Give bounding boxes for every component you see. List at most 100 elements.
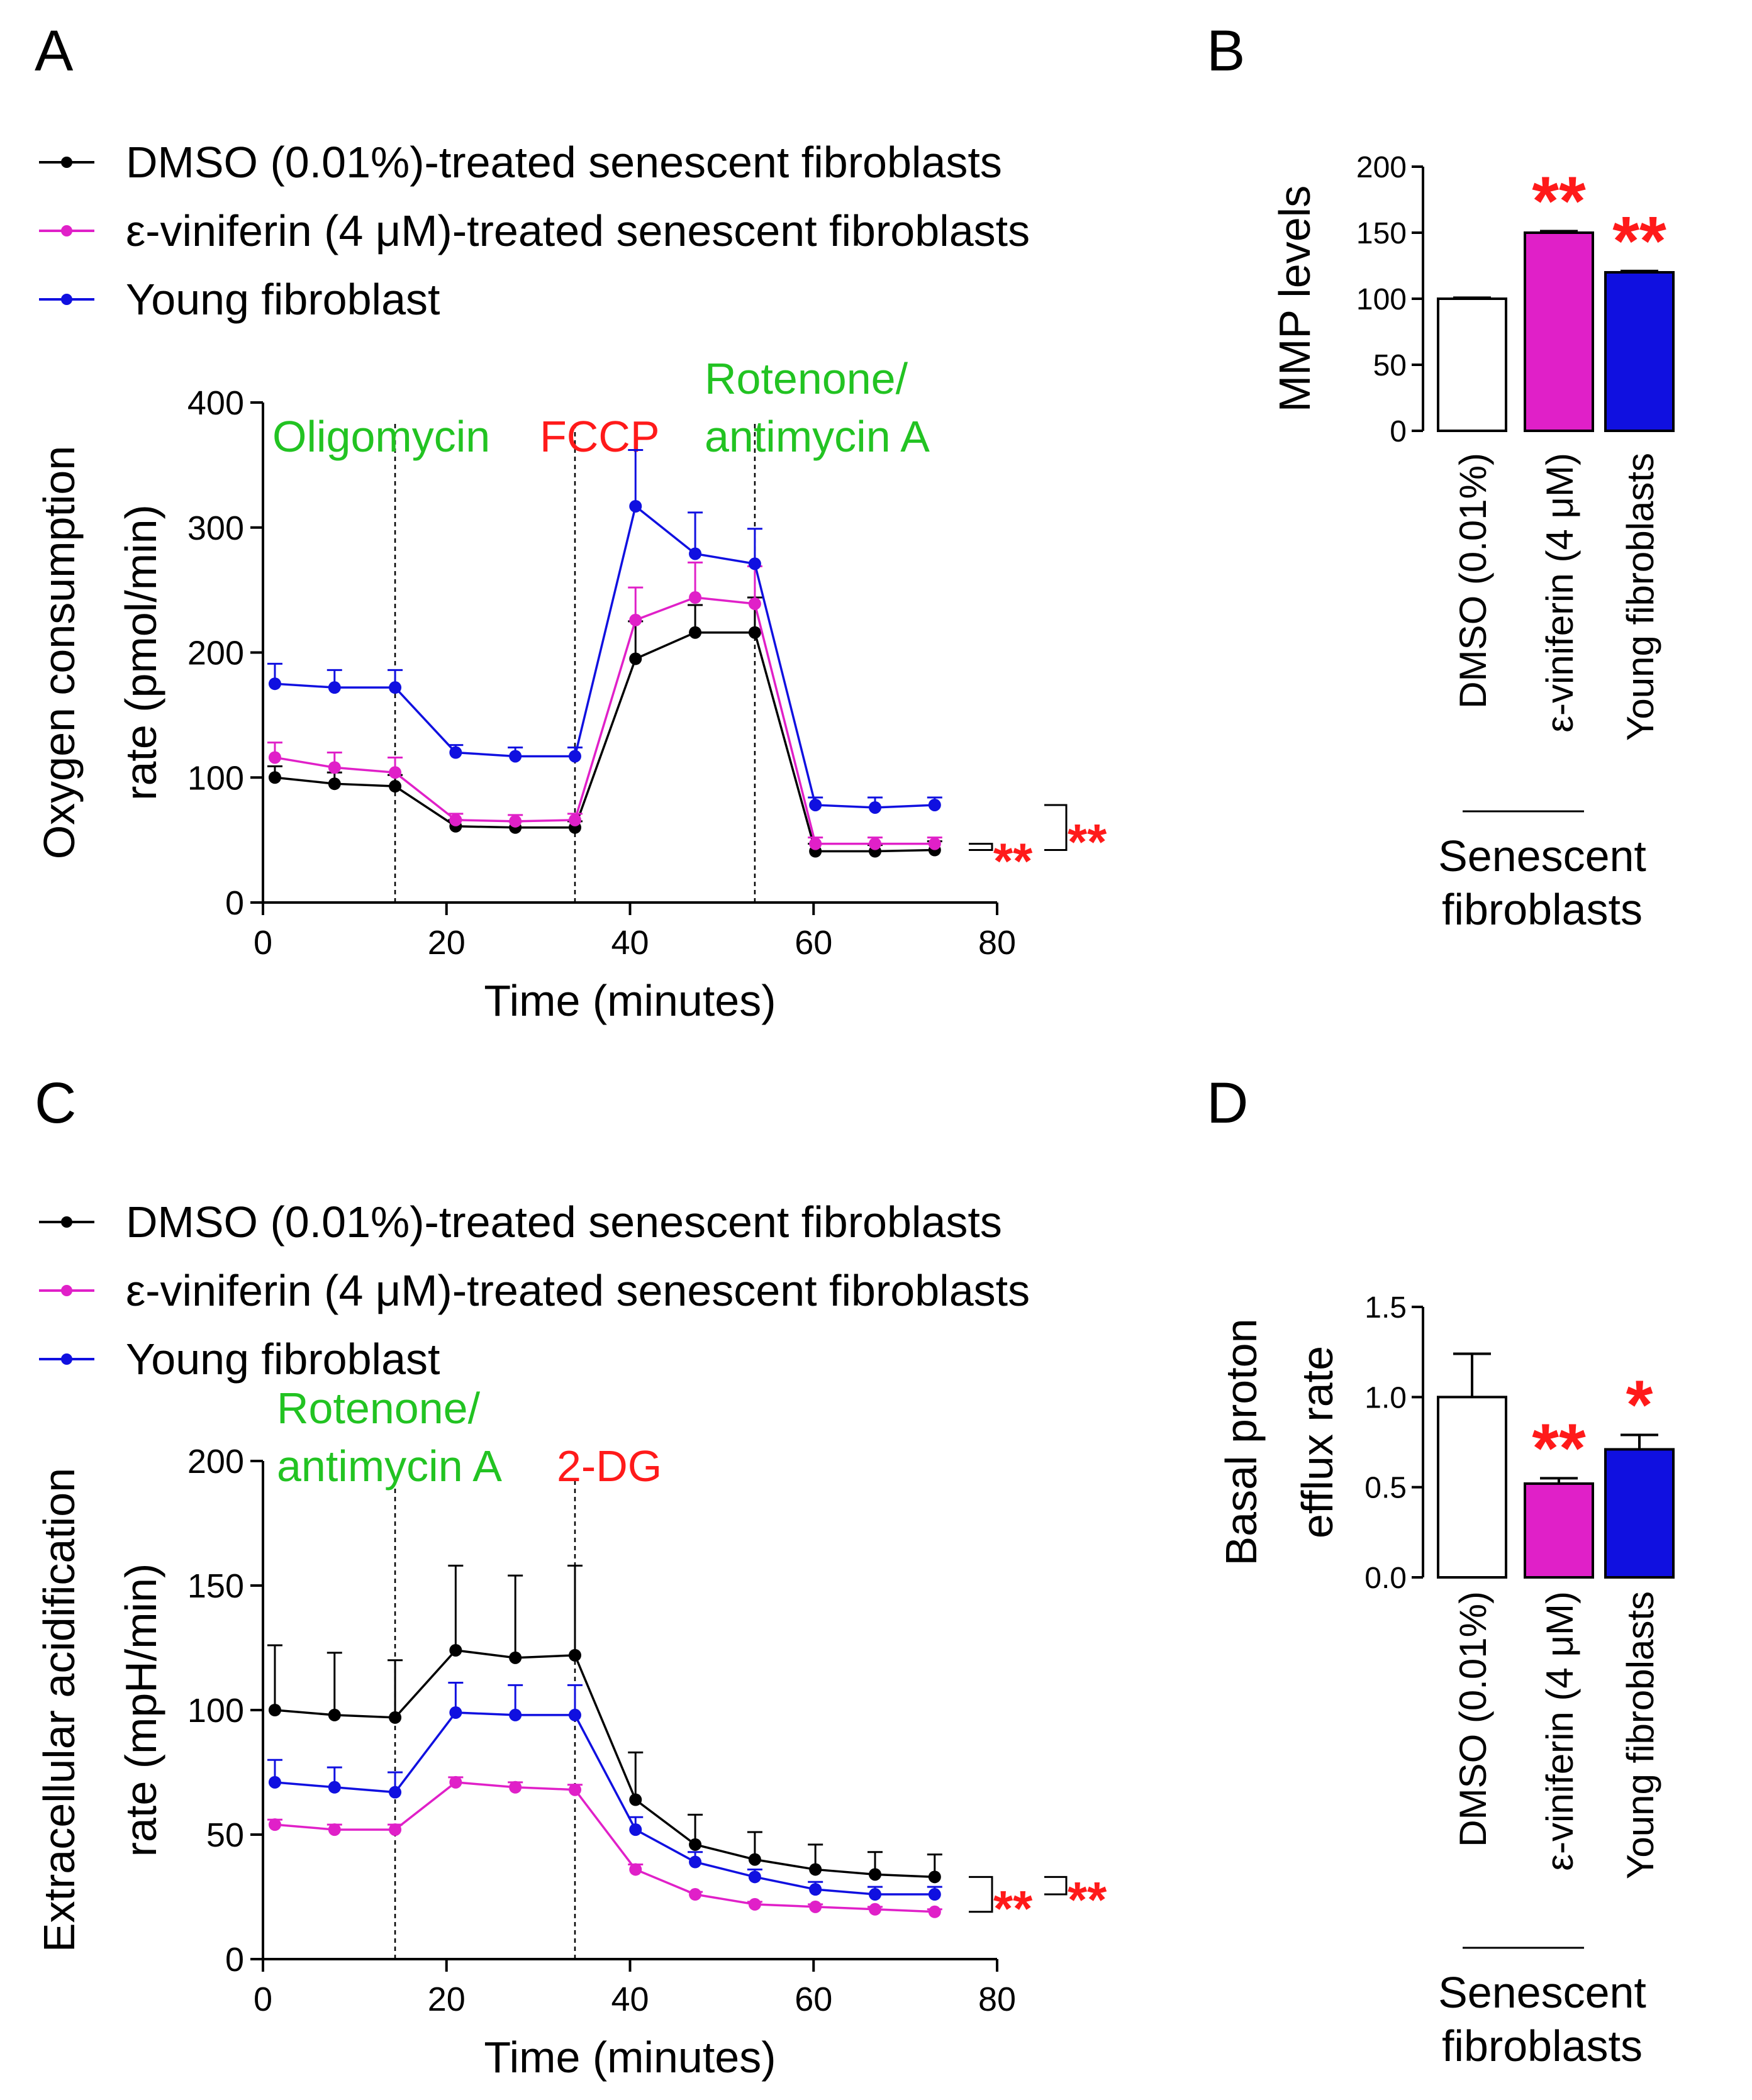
y-axis-title-line-1: Extracellular acidification <box>35 1468 84 1952</box>
legend-label-2: ε-viniferin (4 μM)-treated senescent fib… <box>126 206 1030 255</box>
data-point <box>809 837 822 850</box>
data-point <box>748 1853 761 1866</box>
data-point <box>268 751 281 764</box>
injection-label-3: Rotenone/ <box>705 354 908 403</box>
group-label-line-2: fibroblasts <box>1442 885 1643 934</box>
significance-mark-1: ** <box>993 1881 1033 1936</box>
x-tick-label: 60 <box>795 924 832 962</box>
data-point <box>389 1711 402 1724</box>
y-tick-label: 50 <box>206 1816 244 1854</box>
data-point <box>809 798 822 811</box>
series-line-1 <box>274 631 935 853</box>
panel-label-d: D <box>1207 1071 1248 1135</box>
data-point <box>868 1868 881 1881</box>
data-point <box>509 1651 522 1664</box>
data-point <box>629 1823 642 1836</box>
data-point <box>629 613 642 626</box>
data-point <box>748 1897 761 1911</box>
legend-label-2: ε-viniferin (4 μM)-treated senescent fib… <box>126 1266 1030 1315</box>
data-point <box>449 1643 462 1657</box>
y-tick-label: 300 <box>187 509 244 547</box>
significance-mark-2: ** <box>1068 814 1107 870</box>
chart-d-basal-proton-efflux: 0.0 0.5 1.0 1.5 Basal proton efflux rate DMSO … <box>1217 1291 1675 2070</box>
data-point <box>268 1704 281 1716</box>
y-tick-label: 100 <box>1356 283 1407 316</box>
x-tick-label: 20 <box>428 1981 466 2018</box>
significance-bracket-2 <box>1044 1875 1068 1896</box>
data-point <box>748 1870 761 1884</box>
y-axis-title-line-2: efflux rate <box>1293 1346 1342 1538</box>
data-point <box>389 1786 402 1799</box>
panel-label-b: B <box>1207 19 1245 83</box>
data-point <box>268 1818 281 1831</box>
injection-label-1: Rotenone/ <box>277 1384 481 1433</box>
x-axis-title: Time (minutes) <box>484 976 776 1025</box>
data-point <box>928 1870 941 1884</box>
significance-bracket-1 <box>969 843 993 852</box>
y-tick-label: 100 <box>187 1692 244 1730</box>
data-point <box>689 547 702 560</box>
category-label-3: Young fibroblasts <box>1619 453 1661 741</box>
legend-marker-3 <box>61 294 72 305</box>
data-point <box>748 597 761 610</box>
panel-label-a: A <box>35 19 74 83</box>
data-point <box>868 801 881 814</box>
x-tick-label: 80 <box>978 1981 1016 2018</box>
bar-2 <box>1524 1482 1594 1579</box>
legend-label-1: DMSO (0.01%)-treated senescent fibroblas… <box>126 1197 1002 1247</box>
legend-marker-2 <box>61 1285 72 1296</box>
bar-1 <box>1437 1396 1507 1579</box>
data-point <box>389 780 402 793</box>
y-tick-label: 0.0 <box>1364 1562 1407 1595</box>
data-point <box>809 1863 822 1876</box>
data-point <box>928 837 941 850</box>
data-point <box>328 1708 341 1721</box>
category-label-1: DMSO (0.01%) <box>1452 453 1494 709</box>
data-point <box>328 761 341 774</box>
significance-bracket-1 <box>969 1875 993 1913</box>
category-label-1: DMSO (0.01%) <box>1452 1591 1494 1847</box>
panel-label-c: C <box>35 1071 76 1135</box>
injection-label-2: 2-DG <box>557 1442 662 1491</box>
y-tick-label: 400 <box>187 384 244 422</box>
y-axis-title-line-1: Basal proton <box>1217 1318 1266 1565</box>
group-label-line-2: fibroblasts <box>1442 2021 1643 2070</box>
data-point <box>629 499 642 513</box>
y-axis-title-line-2: rate (pmol/min) <box>116 504 165 801</box>
data-point <box>268 1775 281 1789</box>
significance-mark-3: * <box>1626 1367 1653 1444</box>
data-point <box>449 746 462 759</box>
y-tick-label: 150 <box>1356 217 1407 250</box>
data-point <box>509 814 522 828</box>
chart-c-extracellular-acidification: DMSO (0.01%)-treated senescent fibroblas… <box>35 1197 1107 2082</box>
data-point <box>689 626 702 639</box>
y-tick-label: 200 <box>1356 151 1407 184</box>
legend-marker-1 <box>61 157 72 168</box>
legend-marker-2 <box>61 225 72 236</box>
data-point <box>328 681 341 694</box>
data-point <box>748 557 761 570</box>
bar-3 <box>1604 1448 1675 1579</box>
y-tick-label: 0.5 <box>1364 1472 1407 1505</box>
series-line-1 <box>274 1649 935 1879</box>
injection-label-1: antimycin A <box>277 1442 502 1491</box>
data-point <box>928 1905 941 1918</box>
y-tick-label: 200 <box>187 1443 244 1481</box>
injection-label-1: Oligomycin <box>272 412 490 461</box>
category-label-2: ε-viniferin (4 μM) <box>1539 453 1581 733</box>
legend-label-3: Young fibroblast <box>126 275 440 324</box>
y-tick-label: 0 <box>1390 415 1407 448</box>
series-line-2 <box>274 1781 935 1913</box>
y-tick-label: 150 <box>187 1567 244 1605</box>
significance-mark-3: ** <box>1612 203 1666 280</box>
x-tick-label: 60 <box>795 1981 832 2018</box>
significance-mark-2: ** <box>1532 1409 1586 1487</box>
data-point <box>509 750 522 763</box>
x-axis-title: Time (minutes) <box>484 2033 776 2082</box>
data-point <box>268 677 281 691</box>
significance-bracket-2 <box>1044 804 1068 852</box>
chart-b-mmp-levels: 0 50 100 150 200 MMP levels DMSO (0.01%) ** ε-vi… <box>1270 151 1675 934</box>
data-point <box>689 1855 702 1869</box>
series-line-3 <box>274 1711 935 1896</box>
data-point <box>868 1903 881 1916</box>
